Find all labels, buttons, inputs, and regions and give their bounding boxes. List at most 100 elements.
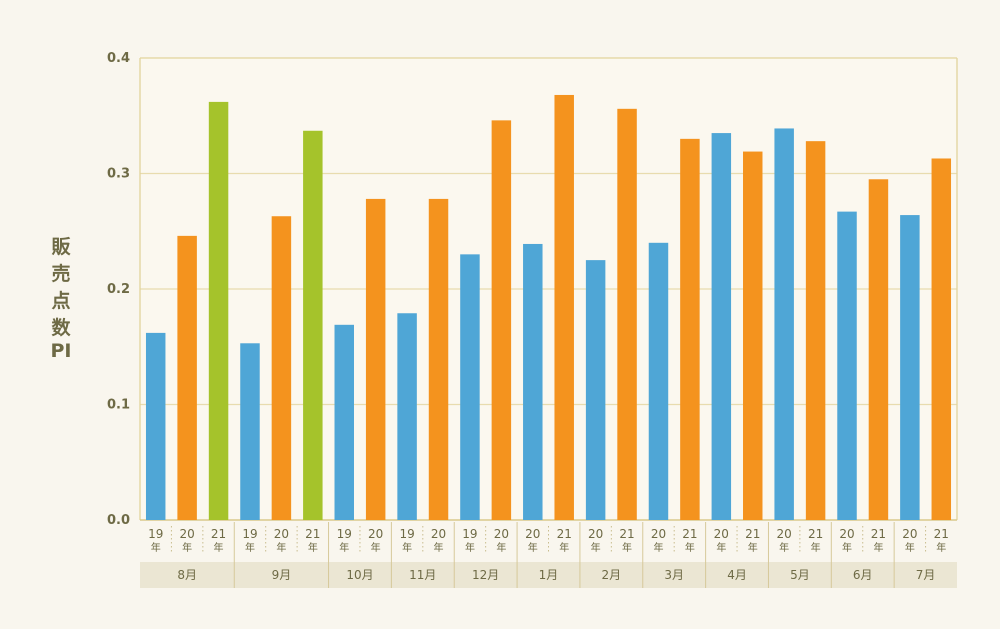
x-tick-label-year: 21 bbox=[211, 527, 226, 541]
month-label: 9月 bbox=[272, 568, 292, 582]
x-tick-label-year: 20 bbox=[839, 527, 854, 541]
y-axis-label-char: 点 bbox=[51, 290, 71, 312]
x-tick-label-year: 21 bbox=[619, 527, 634, 541]
y-axis-label-char: PI bbox=[50, 340, 72, 362]
bar bbox=[208, 101, 229, 520]
bar bbox=[774, 128, 794, 520]
bar bbox=[365, 198, 386, 520]
x-tick-label-year: 19 bbox=[399, 527, 414, 541]
bar bbox=[837, 211, 857, 521]
y-tick-label: 0.1 bbox=[107, 398, 130, 413]
x-tick-label-year: 20 bbox=[651, 527, 666, 541]
x-tick-label-year: 21 bbox=[682, 527, 697, 541]
month-label: 5月 bbox=[790, 568, 810, 582]
x-tick-label-suffix: 年 bbox=[622, 541, 632, 554]
bar bbox=[523, 243, 543, 520]
bar bbox=[271, 216, 292, 521]
x-tick-label-year: 20 bbox=[714, 527, 729, 541]
y-tick-label: 0.0 bbox=[107, 513, 130, 528]
y-axis-label-char: 売 bbox=[51, 263, 71, 285]
bar bbox=[334, 324, 354, 520]
x-tick-label-year: 20 bbox=[368, 527, 383, 541]
x-tick-label-suffix: 年 bbox=[339, 541, 349, 554]
y-axis-label-char: 数 bbox=[51, 317, 71, 339]
x-tick-label-year: 21 bbox=[557, 527, 572, 541]
x-tick-label-suffix: 年 bbox=[308, 541, 318, 554]
x-tick-label-year: 20 bbox=[494, 527, 509, 541]
bar bbox=[617, 108, 637, 520]
x-tick-label-suffix: 年 bbox=[936, 541, 946, 554]
bar bbox=[585, 260, 606, 520]
y-axis-label-char: 販 bbox=[51, 236, 71, 258]
month-label: 8月 bbox=[177, 568, 197, 582]
x-tick-label-year: 21 bbox=[871, 527, 886, 541]
month-label: 2月 bbox=[602, 568, 622, 582]
x-tick-label-year: 21 bbox=[934, 527, 949, 541]
x-tick-label-suffix: 年 bbox=[371, 541, 381, 554]
y-tick-label: 0.4 bbox=[107, 51, 130, 66]
x-tick-label-suffix: 年 bbox=[559, 541, 569, 554]
bar bbox=[868, 179, 889, 520]
month-label: 6月 bbox=[853, 568, 873, 582]
x-tick-label-suffix: 年 bbox=[873, 541, 883, 554]
x-tick-label-suffix: 年 bbox=[465, 541, 475, 554]
month-label: 4月 bbox=[727, 568, 747, 582]
bar bbox=[177, 235, 197, 520]
x-tick-label-year: 20 bbox=[777, 527, 792, 541]
month-band bbox=[140, 562, 957, 588]
x-tick-label-year: 19 bbox=[242, 527, 257, 541]
month-label: 11月 bbox=[409, 568, 436, 582]
x-tick-label-year: 19 bbox=[337, 527, 352, 541]
y-tick-label: 0.3 bbox=[107, 167, 130, 182]
x-tick-label-year: 20 bbox=[902, 527, 917, 541]
x-tick-label-year: 19 bbox=[462, 527, 477, 541]
bar bbox=[240, 343, 260, 520]
x-tick-label-year: 21 bbox=[305, 527, 320, 541]
x-tick-label-suffix: 年 bbox=[716, 541, 726, 554]
x-tick-label-year: 20 bbox=[274, 527, 289, 541]
x-tick-label-suffix: 年 bbox=[653, 541, 663, 554]
x-tick-label-suffix: 年 bbox=[811, 541, 821, 554]
x-tick-label-suffix: 年 bbox=[214, 541, 224, 554]
x-tick-label-suffix: 年 bbox=[182, 541, 192, 554]
bar bbox=[931, 158, 952, 521]
bar bbox=[680, 138, 700, 520]
x-tick-label-suffix: 年 bbox=[496, 541, 506, 554]
month-label: 3月 bbox=[664, 568, 684, 582]
x-tick-label-suffix: 年 bbox=[842, 541, 852, 554]
x-tick-label-year: 19 bbox=[148, 527, 163, 541]
x-tick-label-year: 21 bbox=[808, 527, 823, 541]
x-tick-label-year: 20 bbox=[525, 527, 540, 541]
x-tick-label-suffix: 年 bbox=[402, 541, 412, 554]
bar bbox=[648, 242, 669, 521]
bar bbox=[805, 141, 826, 520]
bar bbox=[397, 313, 417, 520]
x-tick-label-suffix: 年 bbox=[591, 541, 601, 554]
bar bbox=[554, 94, 574, 521]
bar bbox=[428, 198, 449, 520]
y-tick-label: 0.2 bbox=[107, 282, 130, 297]
month-label: 10月 bbox=[346, 568, 373, 582]
x-tick-label-year: 20 bbox=[431, 527, 446, 541]
bar bbox=[303, 130, 323, 520]
x-tick-label-suffix: 年 bbox=[151, 541, 161, 554]
month-label: 12月 bbox=[472, 568, 499, 582]
x-tick-label-suffix: 年 bbox=[905, 541, 915, 554]
x-tick-label-year: 20 bbox=[588, 527, 603, 541]
bar bbox=[900, 215, 920, 520]
bar bbox=[743, 151, 763, 520]
bar bbox=[460, 254, 480, 520]
x-tick-label-suffix: 年 bbox=[685, 541, 695, 554]
x-tick-label-suffix: 年 bbox=[528, 541, 538, 554]
x-tick-label-suffix: 年 bbox=[276, 541, 286, 554]
x-tick-label-suffix: 年 bbox=[434, 541, 444, 554]
month-label: 1月 bbox=[539, 568, 559, 582]
month-label: 7月 bbox=[916, 568, 936, 582]
x-tick-label-year: 20 bbox=[179, 527, 194, 541]
x-tick-label-year: 21 bbox=[745, 527, 760, 541]
x-tick-label-suffix: 年 bbox=[748, 541, 758, 554]
x-tick-label-suffix: 年 bbox=[779, 541, 789, 554]
x-tick-label-suffix: 年 bbox=[245, 541, 255, 554]
bar bbox=[145, 332, 166, 520]
